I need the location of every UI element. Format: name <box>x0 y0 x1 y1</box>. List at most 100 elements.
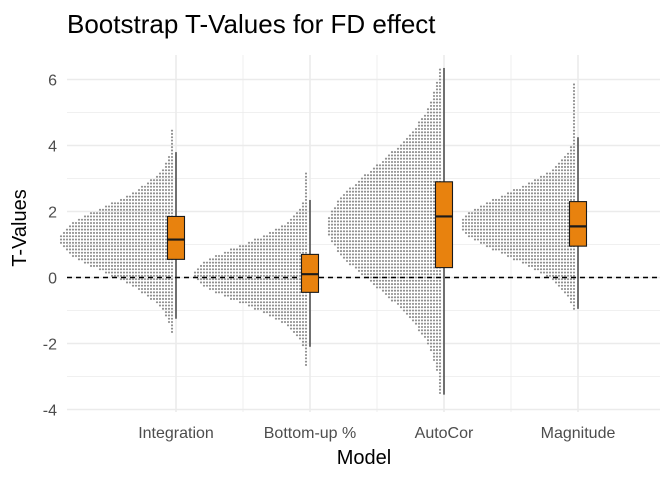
dot <box>429 246 433 249</box>
dot <box>354 207 358 210</box>
dot <box>554 281 558 284</box>
dot <box>554 264 558 268</box>
dot <box>512 208 516 211</box>
dot <box>408 273 412 276</box>
dot <box>375 167 379 170</box>
dot <box>348 240 352 243</box>
dot <box>390 157 394 160</box>
dot <box>295 231 299 234</box>
dot <box>432 98 436 101</box>
dot <box>164 291 168 294</box>
dot <box>566 189 570 192</box>
dot <box>256 251 260 254</box>
dot <box>560 245 564 248</box>
dot <box>265 294 269 297</box>
dot <box>548 215 552 218</box>
dot <box>369 210 373 213</box>
dot <box>217 284 221 287</box>
dot <box>170 165 174 168</box>
dot <box>381 213 385 216</box>
dot <box>432 325 436 329</box>
dot <box>351 200 355 203</box>
dot <box>256 258 260 261</box>
dot <box>551 215 555 218</box>
dot <box>387 269 391 272</box>
dot <box>527 254 531 258</box>
dot <box>384 226 388 230</box>
dot <box>521 248 525 251</box>
dot <box>542 218 546 221</box>
dot <box>140 281 144 284</box>
dot <box>375 236 379 239</box>
dot <box>548 195 552 198</box>
dot <box>420 312 424 315</box>
dot <box>503 251 507 254</box>
dot <box>530 218 534 221</box>
dot <box>274 301 278 304</box>
dot <box>384 283 388 286</box>
dot <box>420 233 424 236</box>
dot <box>375 170 379 173</box>
dot <box>253 248 257 251</box>
dot <box>232 261 236 264</box>
dot <box>387 256 391 259</box>
dot <box>545 208 549 211</box>
dot <box>253 268 257 271</box>
dot <box>372 203 376 206</box>
dot <box>473 238 477 241</box>
dot <box>479 205 483 208</box>
dot <box>360 230 364 233</box>
dot <box>420 283 424 286</box>
dot <box>86 248 90 251</box>
dot <box>125 225 129 228</box>
dot <box>414 127 418 131</box>
dot <box>372 256 376 259</box>
dot <box>336 250 340 253</box>
dot <box>143 245 147 248</box>
dot <box>384 259 388 263</box>
dot <box>80 241 84 244</box>
dot <box>518 248 522 251</box>
dot <box>399 233 403 236</box>
dot <box>542 195 546 198</box>
dot <box>533 179 537 182</box>
dot <box>390 236 394 239</box>
dot <box>563 231 567 234</box>
dot <box>134 254 138 258</box>
dot <box>301 251 305 254</box>
dot <box>304 218 308 221</box>
dot <box>295 304 299 307</box>
dot <box>77 222 81 225</box>
dot <box>369 269 373 272</box>
dot <box>512 258 516 261</box>
dot <box>110 235 114 238</box>
dot <box>262 271 266 274</box>
dot <box>295 297 299 301</box>
dot <box>152 185 156 188</box>
dot <box>125 218 129 221</box>
dot <box>351 217 355 220</box>
dot <box>393 157 397 160</box>
dot <box>423 137 427 140</box>
dot <box>429 118 433 121</box>
dot <box>417 174 421 177</box>
x-axis-title: Model <box>337 447 391 469</box>
dot <box>488 202 492 205</box>
dot <box>152 179 156 182</box>
dot <box>408 279 412 282</box>
dot <box>521 261 525 264</box>
dot <box>327 233 331 236</box>
dot <box>402 170 406 173</box>
dot <box>530 245 534 248</box>
dot <box>426 263 430 266</box>
dot <box>536 258 540 261</box>
dot <box>253 258 257 261</box>
dot <box>560 198 564 201</box>
dot <box>411 217 415 220</box>
dot <box>432 243 436 246</box>
dot <box>161 218 165 221</box>
dot <box>524 185 528 188</box>
dot <box>363 240 367 243</box>
dot <box>396 217 400 220</box>
dot <box>149 294 153 297</box>
